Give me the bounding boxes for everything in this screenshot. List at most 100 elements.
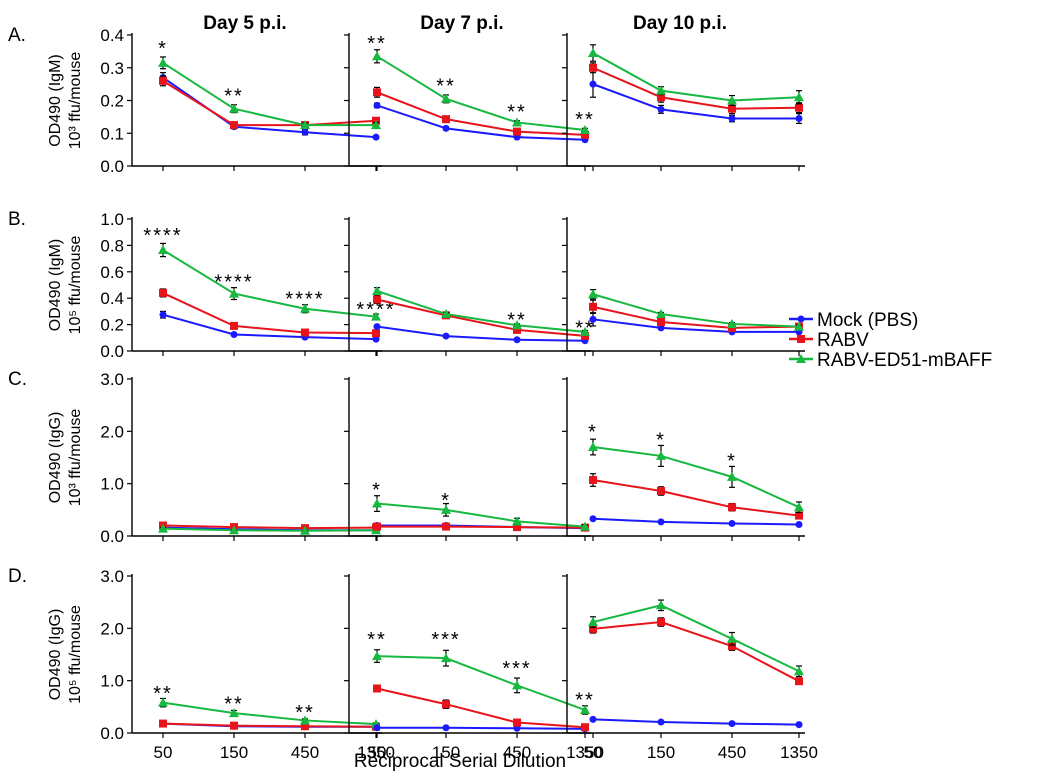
data-point [373,101,381,109]
series-rabv [589,473,803,520]
data-point [727,633,737,643]
y-tick-label: 0.4 [100,26,124,45]
data-point [657,486,665,495]
data-point [794,666,804,676]
data-point [794,92,804,102]
significance-annotation: * [158,38,168,60]
series-rabv-ed51-mbaff [158,697,381,729]
series-mock-pbs- [589,515,803,528]
data-point [512,516,522,526]
y-axis-label-secondary: 10⁵ ffu/mouse [67,235,84,334]
row-label: C. [8,369,27,390]
data-point [372,51,382,61]
series-rabv [373,294,589,340]
data-point [657,324,665,332]
data-point [795,677,803,686]
y-axis-label: OD490 (IgG) [47,609,64,701]
significance-annotation: ** [507,102,527,124]
data-point [589,715,597,723]
data-point [442,700,450,709]
series-line [376,55,586,131]
data-point [513,336,521,344]
y-axis-label-secondary: 10³ ffu/mouse [67,52,84,150]
row-b: B.OD490 (IgM) 10⁵ ffu/mouse0.00.20.40.60.… [8,209,805,361]
series-rabv [373,684,589,732]
series-line [592,293,800,328]
significance-annotation: **** [143,225,182,247]
series-line [162,313,377,341]
series-line [592,621,800,683]
series-line [592,66,800,110]
data-point [301,128,309,136]
x-tick-label: 50 [154,743,173,762]
series-line [592,52,800,102]
data-point [230,321,238,330]
panel-3-2: 50 150 450 1350 [562,574,818,762]
x-axis-label: Reciprocal Serial Dilution [354,751,566,772]
series-rabv [159,288,380,338]
data-point [441,309,451,319]
data-point [373,323,381,331]
data-point [442,124,450,132]
data-point [512,320,522,330]
legend-marker [797,315,805,323]
panel-3-1: 50 150 450 1350** ******** [344,574,604,762]
data-point [300,120,310,130]
data-point [371,311,381,321]
significance-annotation: * [441,490,451,512]
data-point [727,95,737,105]
data-point [372,335,380,343]
legend-item: Mock (PBS) [789,310,918,331]
series-rabv-ed51-mbaff [588,44,804,107]
significance-annotation: * [588,422,598,444]
data-point [589,624,597,633]
data-point [581,130,589,139]
significance-annotation: **** [285,289,324,311]
series-rabv-ed51-mbaff [372,285,590,336]
x-tick-label: 50 [584,743,603,762]
data-point [513,127,521,136]
y-tick-label: 2.0 [100,619,124,638]
data-point [441,653,451,663]
data-point [229,708,239,718]
data-point [657,518,665,526]
data-point [656,85,666,95]
x-tick-label: 1350 [780,743,818,762]
y-tick-label: 3.0 [100,567,124,586]
series-mock-pbs- [373,101,589,144]
row-label: B. [8,209,26,230]
significance-annotation: ** [367,629,387,651]
row-label: D. [8,566,27,587]
data-point [588,289,598,299]
series-rabv-ed51-mbaff [372,649,590,715]
data-point [657,718,665,726]
data-point [229,103,239,113]
panel-1-1: ** ** [344,217,593,356]
data-point [512,117,522,127]
y-axis-label: OD490 (IgM) [47,54,64,146]
data-point [580,521,590,531]
series-line [592,718,800,726]
panel-0-2 [562,33,805,171]
data-point [795,520,803,528]
column-title-day5: Day 5 p.i. [203,13,286,34]
data-point [373,88,381,97]
data-point [300,525,310,535]
data-point [794,321,804,331]
data-point [372,329,380,338]
significance-annotation: ** [575,109,595,131]
series-rabv [589,299,803,332]
y-axis-label: OD490 (IgG) [47,412,64,504]
plot-grid: A.OD490 (IgM) 10³ ffu/mouse0.00.10.20.30.… [8,25,818,762]
data-point [442,522,450,531]
data-point [373,724,381,732]
series-rabv [589,62,803,115]
y-tick-label: 0.0 [100,342,124,361]
series-mock-pbs- [159,310,380,343]
data-point [589,80,597,88]
series-line [376,655,586,711]
legend-label: Mock (PBS) [817,310,918,331]
series-line [376,91,586,136]
panel-2-2: * * * [562,377,805,541]
